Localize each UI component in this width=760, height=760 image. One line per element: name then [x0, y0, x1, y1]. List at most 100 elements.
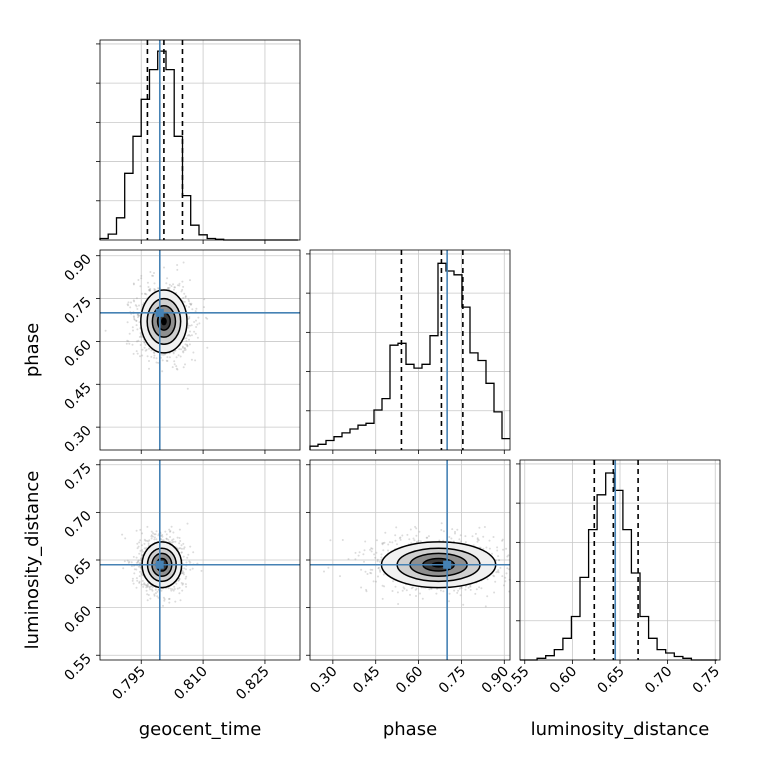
scatter-point [375, 539, 378, 542]
scatter-point [137, 559, 140, 562]
scatter-point [408, 538, 411, 541]
scatter-point [153, 352, 156, 354]
scatter-point [140, 277, 143, 280]
scatter-point [369, 571, 372, 574]
truth-marker [155, 560, 164, 569]
scatter-point [136, 314, 139, 316]
truth-marker [443, 560, 452, 569]
scatter-point [369, 548, 372, 551]
scatter-point [197, 316, 200, 319]
scatter-point [502, 584, 505, 587]
y-tick-label: 0.65 [61, 556, 94, 589]
scatter-point [493, 575, 496, 578]
scatter-point [150, 349, 153, 352]
scatter-point [172, 538, 175, 541]
scatter-point [152, 274, 155, 277]
scatter-point [140, 557, 143, 560]
scatter-point [176, 284, 179, 287]
scatter-point [190, 302, 193, 305]
scatter-point [177, 354, 180, 357]
scatter-point [194, 332, 197, 335]
scatter-point [135, 556, 138, 559]
scatter-point [169, 530, 172, 532]
scatter-point [401, 534, 404, 537]
scatter-point [139, 539, 142, 542]
scatter-point [149, 287, 152, 290]
scatter-point [167, 538, 170, 541]
scatter-point [415, 534, 418, 537]
scatter-point [167, 287, 170, 289]
scatter-point [137, 279, 140, 281]
scatter-point [150, 534, 153, 537]
scatter-point [135, 561, 138, 564]
scatter-point [186, 522, 189, 525]
scatter-point [387, 549, 389, 552]
scatter-point [136, 328, 139, 331]
scatter-point [475, 588, 478, 591]
scatter-point [411, 586, 414, 589]
scatter-point [143, 292, 146, 295]
scatter-point [469, 584, 472, 587]
scatter-point [457, 589, 460, 592]
scatter-point [190, 358, 193, 361]
scatter-point [415, 527, 418, 530]
scatter-point [188, 302, 191, 305]
scatter-point [141, 579, 144, 582]
scatter-point [382, 573, 385, 576]
scatter-point [170, 589, 173, 592]
scatter-point [157, 361, 160, 364]
x-axis-label-geocent-time: geocent_time [139, 719, 262, 740]
scatter-point [133, 572, 136, 575]
scatter-point [388, 541, 391, 544]
scatter-point [178, 579, 180, 582]
scatter-point [460, 587, 463, 590]
scatter-point [492, 536, 495, 538]
x-tick-label: 0.45 [350, 664, 383, 697]
scatter-point [180, 551, 183, 554]
scatter-point [499, 566, 502, 569]
scatter-point [464, 588, 467, 591]
scatter-point [412, 537, 415, 540]
scatter-point [182, 573, 185, 576]
scatter-point [168, 286, 171, 289]
scatter-point [164, 530, 167, 533]
scatter-point [371, 568, 374, 571]
scatter-point [139, 344, 142, 346]
scatter-point [182, 571, 185, 574]
scatter-point [170, 525, 173, 528]
scatter-point [133, 300, 136, 303]
scatter-point [178, 284, 181, 287]
scatter-point [504, 580, 507, 583]
scatter-point [153, 289, 156, 292]
scatter-point [448, 600, 450, 603]
scatter-point [154, 533, 157, 536]
scatter-point [136, 308, 139, 310]
scatter-point [184, 577, 187, 580]
scatter-point [182, 542, 185, 545]
scatter-point [143, 542, 146, 545]
scatter-point [143, 582, 146, 585]
scatter-point [459, 594, 462, 597]
scatter-point [354, 558, 357, 561]
scatter-point [502, 548, 505, 551]
scatter-point [183, 292, 186, 295]
scatter-point [140, 557, 143, 560]
scatter-point [143, 346, 146, 349]
scatter-point [363, 560, 365, 563]
scatter-point [182, 547, 185, 550]
scatter-point [165, 537, 168, 540]
scatter-point [469, 588, 472, 591]
scatter-point [141, 554, 143, 557]
scatter-point [497, 569, 500, 572]
scatter-point [165, 537, 168, 540]
scatter-point [478, 586, 481, 589]
scatter-point [161, 535, 164, 538]
scatter-point [184, 348, 187, 351]
scatter-point [175, 367, 178, 370]
scatter-point [379, 570, 382, 573]
scatter-point [409, 528, 412, 531]
scatter-point [341, 539, 344, 541]
scatter-point [146, 355, 149, 358]
scatter-point [187, 318, 190, 320]
scatter-point [497, 559, 500, 562]
